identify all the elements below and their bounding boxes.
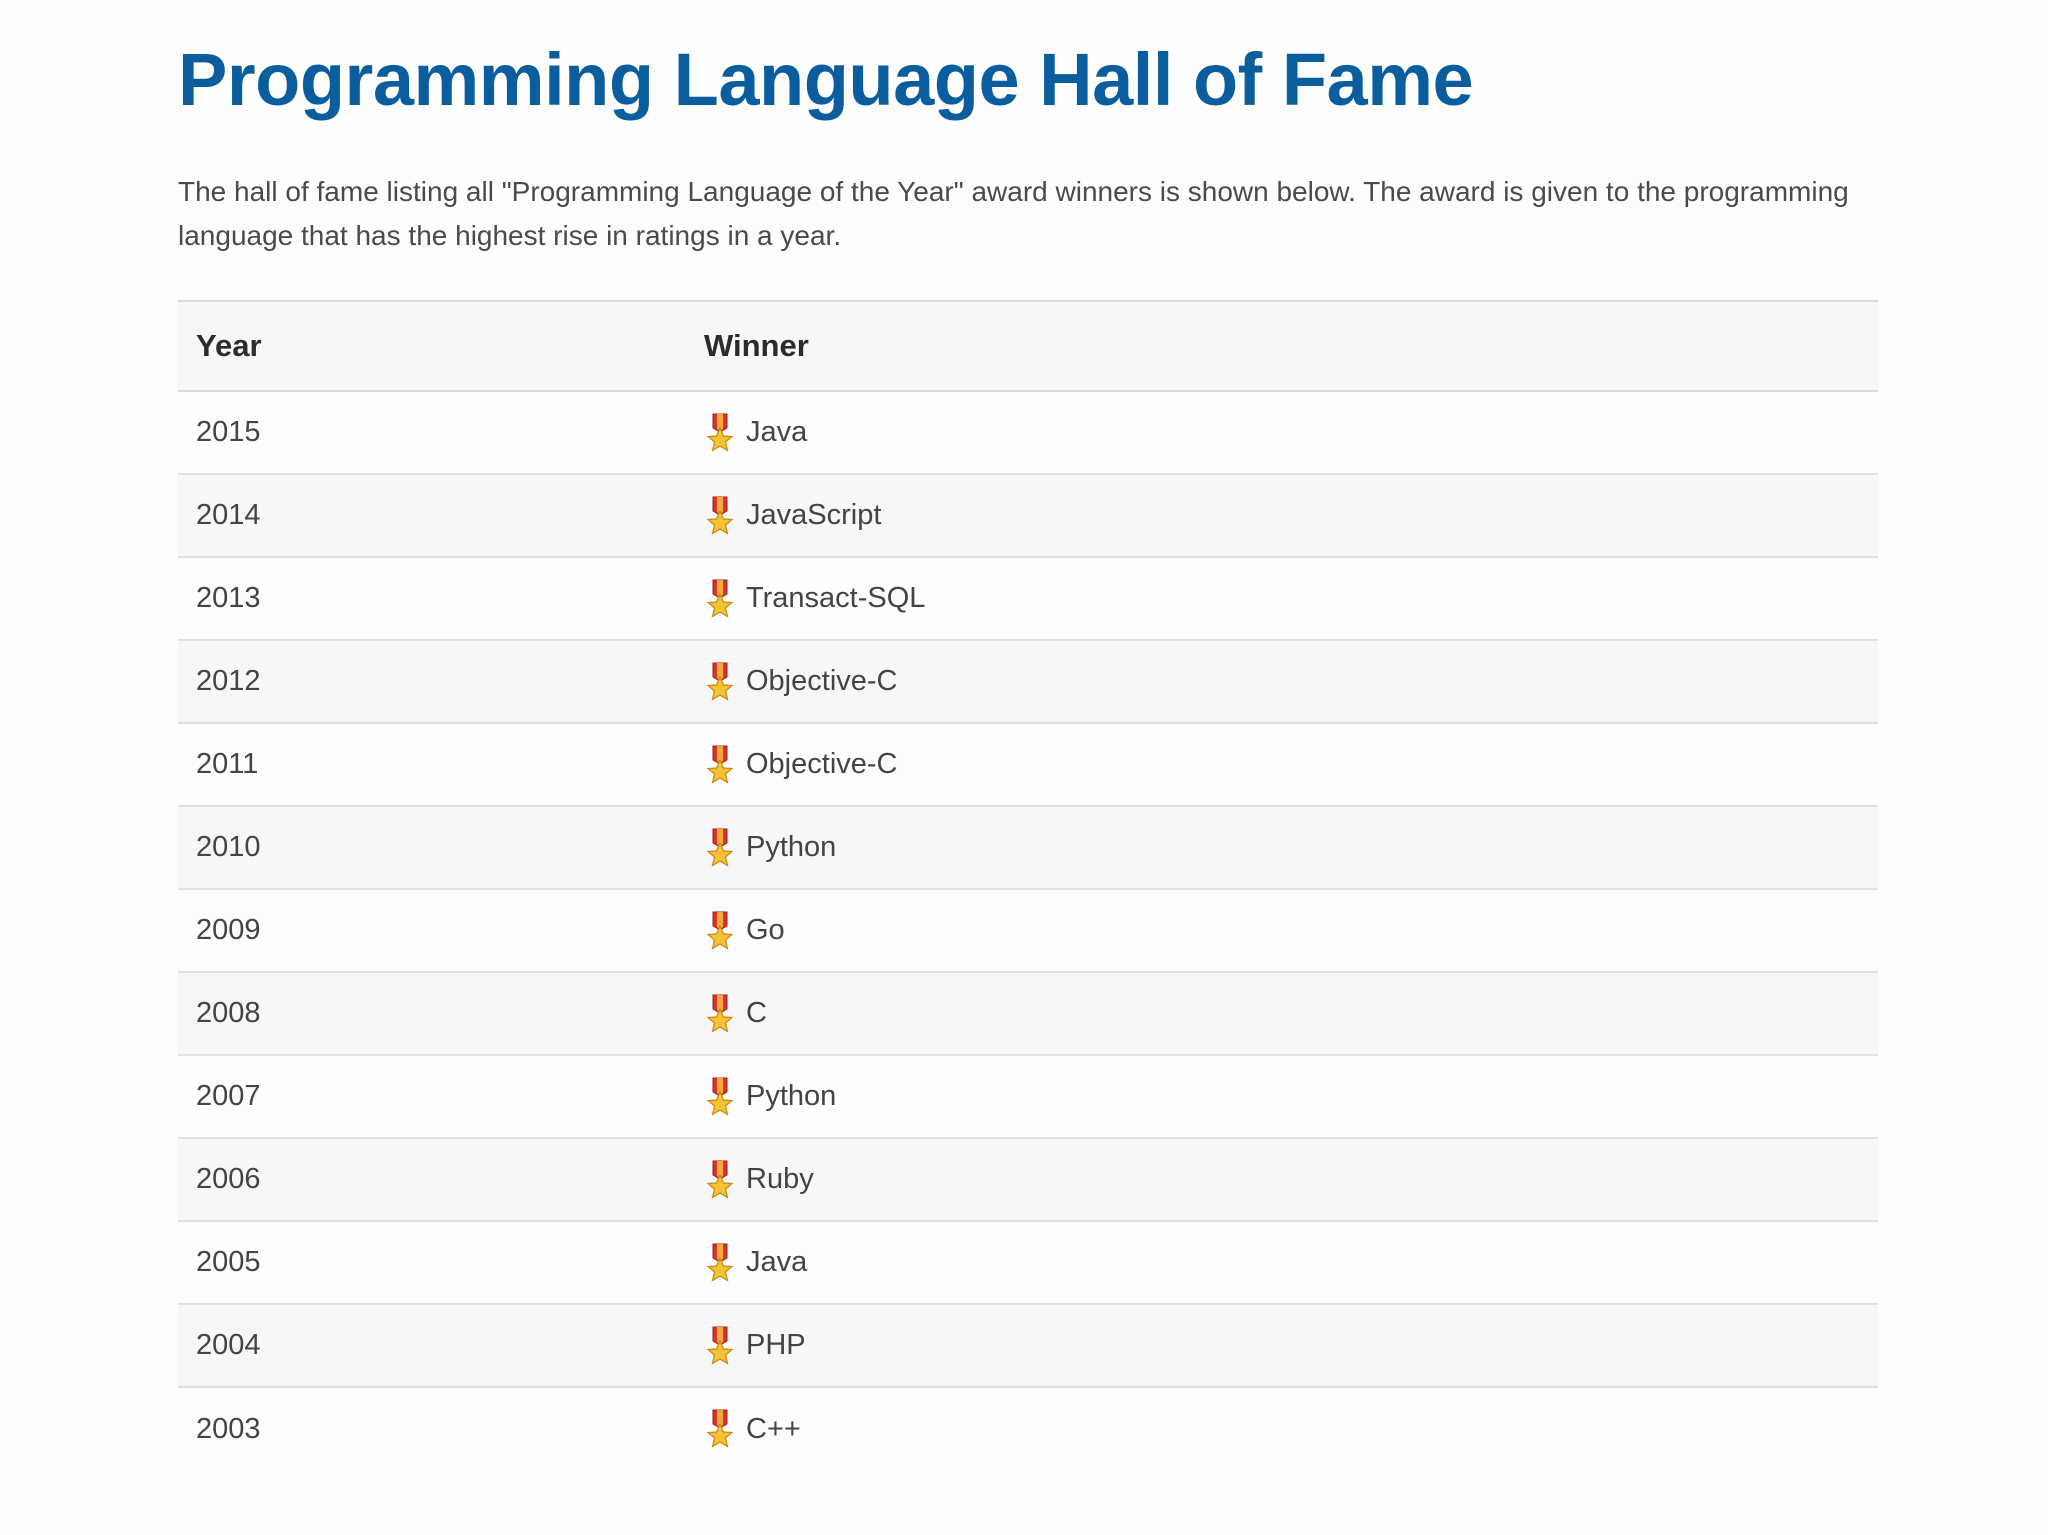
winner-wrapper: C++ bbox=[704, 1409, 1878, 1449]
winner-wrapper: Python bbox=[704, 1077, 1878, 1117]
year-cell: 2012 bbox=[196, 665, 261, 697]
table-row: 2003 C++ bbox=[178, 1387, 1878, 1470]
medal-icon bbox=[704, 579, 736, 619]
year-cell: 2011 bbox=[196, 748, 259, 780]
table-row: 2008 C bbox=[178, 972, 1878, 1055]
medal-icon bbox=[704, 662, 736, 702]
table-row: 2006 Ruby bbox=[178, 1138, 1878, 1221]
winner-name: Python bbox=[746, 831, 837, 863]
winner-cell: Objective-C bbox=[686, 723, 1878, 806]
winner-wrapper: Transact-SQL bbox=[704, 579, 1878, 619]
table-row: 2005 Java bbox=[178, 1221, 1878, 1304]
table-header: Year Winner bbox=[178, 300, 1878, 392]
year-cell: 2010 bbox=[196, 831, 261, 863]
winner-cell: C++ bbox=[686, 1387, 1878, 1470]
page-title: Programming Language Hall of Fame bbox=[178, 38, 1474, 121]
table-row: 2015 Java bbox=[178, 391, 1878, 474]
winner-wrapper: JavaScript bbox=[704, 496, 1878, 536]
winner-name: JavaScript bbox=[746, 499, 882, 531]
winner-wrapper: Objective-C bbox=[704, 745, 1878, 785]
winner-name: Objective-C bbox=[746, 665, 898, 697]
medal-icon bbox=[704, 413, 736, 453]
winner-wrapper: PHP bbox=[704, 1326, 1878, 1366]
winner-cell: Go bbox=[686, 889, 1878, 972]
year-cell: 2015 bbox=[196, 416, 261, 448]
table-row: 2012 Objective-C bbox=[178, 640, 1878, 723]
year-cell: 2007 bbox=[196, 1080, 261, 1112]
winner-name: Go bbox=[746, 914, 785, 946]
medal-icon bbox=[704, 496, 736, 536]
winner-wrapper: Ruby bbox=[704, 1160, 1878, 1200]
winner-name: Ruby bbox=[746, 1163, 814, 1195]
winner-cell: C bbox=[686, 972, 1878, 1055]
medal-icon bbox=[704, 1160, 736, 1200]
winner-name: Objective-C bbox=[746, 748, 898, 780]
winner-cell: Java bbox=[686, 391, 1878, 474]
table-row: 2007 Python bbox=[178, 1055, 1878, 1138]
main-content: Programming Language Hall of Fame The ha… bbox=[178, 28, 1878, 1470]
winner-wrapper: Java bbox=[704, 413, 1878, 453]
year-cell: 2009 bbox=[196, 914, 261, 946]
winner-name: PHP bbox=[746, 1329, 806, 1361]
medal-icon bbox=[704, 994, 736, 1034]
winner-name: C++ bbox=[746, 1412, 801, 1445]
winner-name: Java bbox=[746, 416, 808, 448]
winner-wrapper: Objective-C bbox=[704, 662, 1878, 702]
medal-icon bbox=[704, 745, 736, 785]
medal-icon bbox=[704, 1409, 736, 1449]
winner-cell: Java bbox=[686, 1221, 1878, 1304]
year-cell: 2005 bbox=[196, 1246, 261, 1278]
year-cell: 2003 bbox=[196, 1412, 261, 1445]
year-cell: 2013 bbox=[196, 582, 261, 614]
year-cell: 2004 bbox=[196, 1329, 261, 1361]
winner-wrapper: Java bbox=[704, 1243, 1878, 1283]
year-cell: 2014 bbox=[196, 499, 261, 531]
winner-wrapper: Python bbox=[704, 828, 1878, 868]
winner-cell: Transact-SQL bbox=[686, 557, 1878, 640]
year-cell: 2008 bbox=[196, 997, 261, 1029]
winner-cell: Python bbox=[686, 1055, 1878, 1138]
winner-wrapper: Go bbox=[704, 911, 1878, 951]
winner-cell: Objective-C bbox=[686, 640, 1878, 723]
year-cell: 2006 bbox=[196, 1163, 261, 1195]
medal-icon bbox=[704, 1326, 736, 1366]
medal-icon bbox=[704, 828, 736, 868]
table-row: 2009 Go bbox=[178, 889, 1878, 972]
column-header-winner: Winner bbox=[686, 300, 1878, 392]
winner-name: Java bbox=[746, 1246, 808, 1278]
table-row: 2014 JavaScript bbox=[178, 474, 1878, 557]
column-header-year: Year bbox=[178, 300, 686, 392]
winner-cell: Ruby bbox=[686, 1138, 1878, 1221]
table-row: 2010 Python bbox=[178, 806, 1878, 889]
table-body: 2015 Java 2014 bbox=[178, 391, 1878, 1470]
winner-cell: Python bbox=[686, 806, 1878, 889]
table-row: 2004 PHP bbox=[178, 1304, 1878, 1387]
medal-icon bbox=[704, 1243, 736, 1283]
medal-icon bbox=[704, 1077, 736, 1117]
table-header-row: Year Winner bbox=[178, 300, 1878, 392]
table-row: 2011 Objective-C bbox=[178, 723, 1878, 806]
winner-name: C bbox=[746, 997, 767, 1029]
winner-name: Python bbox=[746, 1080, 837, 1112]
medal-icon bbox=[704, 911, 736, 951]
winner-name: Transact-SQL bbox=[746, 582, 926, 614]
hall-of-fame-table: Year Winner 2015 Java 2014 bbox=[178, 300, 1878, 1470]
page-intro: The hall of fame listing all "Programmin… bbox=[178, 176, 1849, 251]
table-row: 2013 Transact-SQL bbox=[178, 557, 1878, 640]
winner-wrapper: C bbox=[704, 994, 1878, 1034]
winner-cell: JavaScript bbox=[686, 474, 1878, 557]
winner-cell: PHP bbox=[686, 1304, 1878, 1387]
